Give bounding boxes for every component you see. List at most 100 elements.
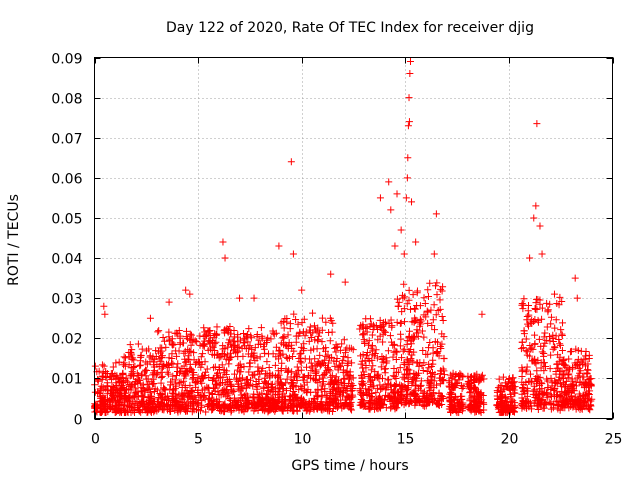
data-point (536, 373, 544, 381)
data-point (584, 395, 592, 403)
data-point (221, 400, 229, 408)
data-point (176, 332, 184, 340)
data-point (547, 374, 555, 382)
data-point (542, 336, 550, 344)
data-point (330, 381, 338, 389)
data-point (330, 399, 338, 407)
data-point (409, 291, 417, 299)
data-point (279, 334, 287, 342)
data-point (400, 383, 408, 391)
data-point (377, 363, 385, 371)
data-point (290, 387, 298, 395)
data-point (289, 250, 297, 258)
data-point (250, 390, 258, 398)
data-point (332, 398, 340, 406)
data-point (270, 330, 278, 338)
data-point (278, 382, 286, 390)
data-point (124, 402, 132, 410)
data-point (466, 395, 474, 403)
data-point (146, 385, 154, 393)
data-point (230, 387, 238, 395)
data-point (405, 94, 413, 102)
data-point (412, 329, 420, 337)
data-point (439, 394, 447, 402)
data-point (139, 403, 147, 411)
y-tick-labels: 0 0.01 0.02 0.03 0.04 0.05 0.06 0.07 0.08 0.09 (51, 52, 82, 429)
data-point (400, 250, 408, 258)
data-point (286, 320, 294, 328)
data-point (435, 352, 443, 360)
data-point (214, 350, 222, 358)
data-point (472, 402, 480, 410)
data-point (307, 359, 315, 367)
data-point (368, 350, 376, 358)
data-point (425, 344, 433, 352)
data-point (231, 401, 239, 409)
data-point (368, 342, 376, 350)
data-point (384, 347, 392, 355)
data-point (300, 340, 308, 348)
data-point (520, 327, 528, 335)
data-point (372, 346, 380, 354)
data-point (119, 369, 127, 377)
data-point (577, 367, 585, 375)
data-point (272, 343, 280, 351)
data-point (504, 378, 512, 386)
data-point (538, 348, 546, 356)
data-point (413, 359, 421, 367)
data-point (394, 302, 402, 310)
data-point (314, 332, 322, 340)
data-point (271, 361, 279, 369)
data-point (101, 402, 109, 410)
data-point (528, 319, 536, 327)
data-point (260, 340, 268, 348)
data-point (420, 388, 428, 396)
data-point (293, 363, 301, 371)
data-point (121, 354, 129, 362)
data-point (551, 344, 559, 352)
data-point (278, 403, 286, 411)
data-point (238, 384, 246, 392)
data-point (418, 327, 426, 335)
data-point (552, 316, 560, 324)
data-point (225, 403, 233, 411)
data-point (164, 361, 172, 369)
data-point (120, 398, 128, 406)
x-tick-label: 25 (605, 432, 623, 448)
data-point (175, 402, 183, 410)
data-point (247, 332, 255, 340)
data-point (300, 396, 308, 404)
data-point (300, 373, 308, 381)
data-point (539, 395, 547, 403)
data-point (547, 385, 555, 393)
data-point (94, 388, 102, 396)
data-point (414, 384, 422, 392)
data-point (175, 327, 183, 335)
data-point (275, 347, 283, 355)
data-point (318, 338, 326, 346)
data-point (213, 323, 221, 331)
data-point (290, 400, 298, 408)
data-point (547, 401, 555, 409)
data-point (534, 401, 542, 409)
data-point (109, 363, 117, 371)
data-point (375, 397, 383, 405)
data-point (108, 375, 116, 383)
data-point (209, 375, 217, 383)
data-point (147, 394, 155, 402)
data-point (182, 372, 190, 380)
data-point (396, 319, 404, 327)
data-point (187, 331, 195, 339)
data-point (142, 372, 150, 380)
data-point (432, 210, 440, 218)
data-point (131, 363, 139, 371)
data-point (439, 365, 447, 373)
data-point (470, 405, 478, 413)
data-point (420, 294, 428, 302)
data-point (346, 399, 354, 407)
data-point (501, 379, 509, 387)
data-point (523, 312, 531, 320)
data-point (206, 326, 214, 334)
axis-ticks (94, 57, 614, 420)
data-point (164, 402, 172, 410)
